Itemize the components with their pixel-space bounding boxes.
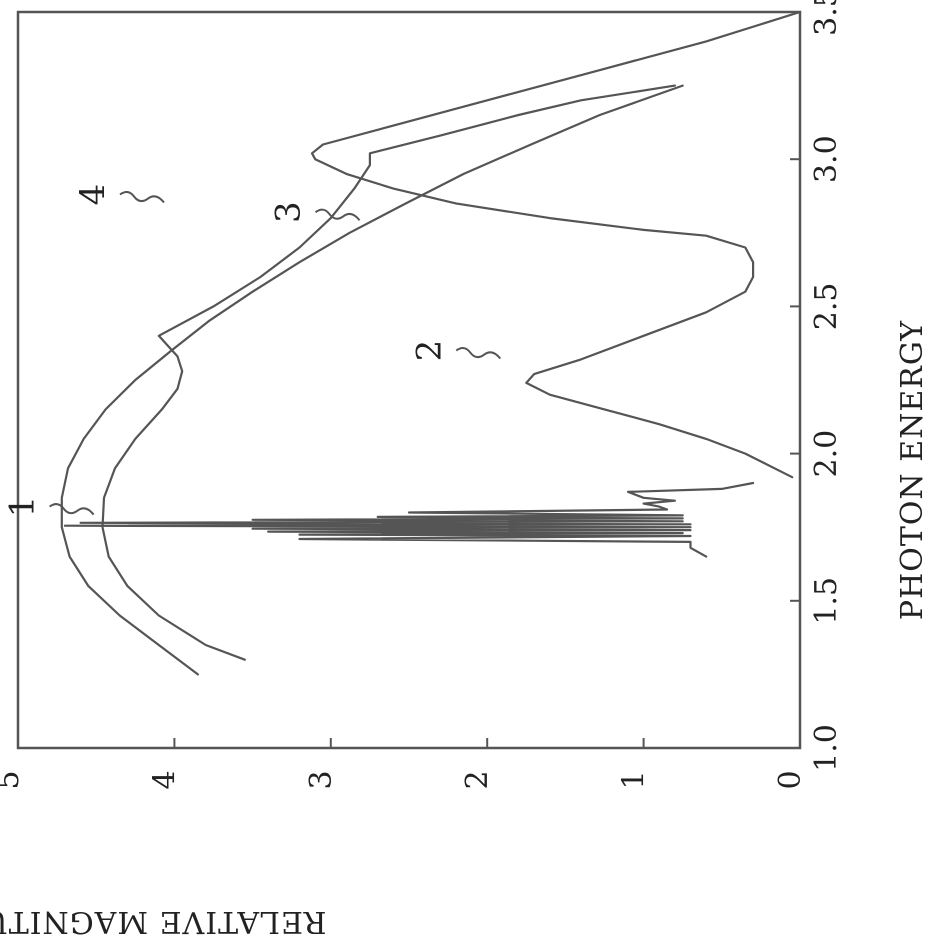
x-axis-title: PHOTON ENERGY [895,320,930,620]
x-axis-ticks: 1.0 1.5 2.0 2.5 3.0 3.5 [790,0,844,772]
series-curve-1 [63,481,755,558]
x-tick-label: 2.5 [809,283,844,331]
y-tick-label: 2 [460,770,495,789]
x-tick-label: 2.0 [809,430,844,478]
y-tick-label: 0 [773,770,808,789]
curve-label-1: 1 [3,496,43,518]
series-curve-3 [60,84,684,676]
curve-label-2: 2 [409,340,449,362]
curve-label-leader [455,347,502,360]
x-tick-label: 3.0 [809,135,844,183]
x-tick-label: 3.5 [809,0,844,36]
y-tick-label: 1 [617,770,652,789]
x-tick-label: 1.0 [809,724,844,772]
y-axis-ticks: 0 1 2 3 4 5 [0,738,808,790]
curve-label-leader [119,190,165,204]
plot-area [16,10,802,750]
y-tick-label: 5 [0,770,26,789]
y-tick-label: 4 [147,770,182,789]
curve-label-4: 4 [73,184,113,206]
curve-label-leader [49,503,95,516]
curve-label-leader [314,208,361,221]
x-tick-label: 1.5 [809,577,844,625]
series-curve-4 [101,84,676,661]
plot-frame [16,10,802,750]
y-tick-label: 3 [304,770,339,789]
series-curves [60,10,802,676]
curve-label-3: 3 [269,201,309,223]
y-axis-title: RELATIVE MAGNITUDE [0,904,327,939]
curve-labels: 1 2 3 4 [3,184,502,518]
series-curve-2 [310,10,802,479]
